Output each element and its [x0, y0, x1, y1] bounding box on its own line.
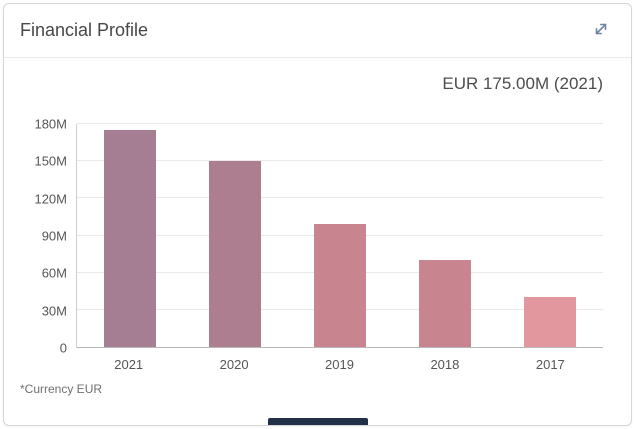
bar-slot	[498, 124, 603, 347]
bar-2019[interactable]	[314, 224, 366, 347]
bar-slot	[393, 124, 498, 347]
bar-chart: 0 30M 60M 90M 120M 150M 180M 2021 2020 2019 2018 2…	[20, 117, 603, 372]
expand-button[interactable]	[589, 17, 613, 44]
bar-2021[interactable]	[103, 130, 156, 347]
card-body: EUR 175.00M (2021) 0 30M 60M 90M 120M 150M 180…	[4, 58, 631, 396]
x-tick-label: 2020	[219, 357, 249, 372]
bar-slot	[77, 124, 182, 347]
y-axis-spacer	[20, 357, 76, 372]
gridline	[77, 160, 603, 162]
y-tick-label: 180M	[34, 116, 67, 132]
expand-arrows-icon	[593, 21, 609, 40]
x-tick-label: 2021	[114, 357, 144, 372]
x-tick-label: 2018	[430, 357, 460, 372]
x-axis-labels: 2021 2020 2019 2018 2017	[76, 357, 603, 372]
x-axis: 2021 2020 2019 2018 2017	[20, 357, 603, 372]
card-header: Financial Profile	[4, 4, 631, 58]
card-title: Financial Profile	[20, 20, 149, 40]
latest-value-label: EUR 175.00M (2021)	[442, 74, 603, 93]
bar-2020[interactable]	[208, 161, 261, 347]
financial-profile-card: Financial Profile EUR 175.00M (2021) 0 30…	[3, 3, 632, 426]
currency-footnote: *Currency EUR	[20, 382, 103, 396]
bar-2018[interactable]	[419, 260, 472, 347]
bar-slot	[182, 124, 287, 347]
y-axis-labels: 0 30M 60M 90M 120M 150M 180M	[20, 117, 76, 356]
y-tick-label: 60M	[41, 265, 67, 281]
y-tick-label: 150M	[34, 153, 67, 169]
y-tick-label: 120M	[34, 191, 67, 207]
gridline	[77, 123, 603, 124]
x-tick-label: 2017	[535, 357, 565, 372]
bars	[77, 124, 603, 347]
bar-slot	[287, 124, 392, 347]
plot-area	[76, 123, 603, 348]
bar-2017[interactable]	[524, 297, 577, 347]
y-tick-label: 90M	[41, 228, 67, 244]
gridline	[77, 197, 603, 199]
y-tick-label: 0	[59, 340, 67, 356]
y-tick-label: 30M	[41, 303, 67, 319]
x-tick-label: 2019	[325, 357, 354, 372]
bottom-scrollbar-thumb[interactable]	[267, 418, 368, 425]
